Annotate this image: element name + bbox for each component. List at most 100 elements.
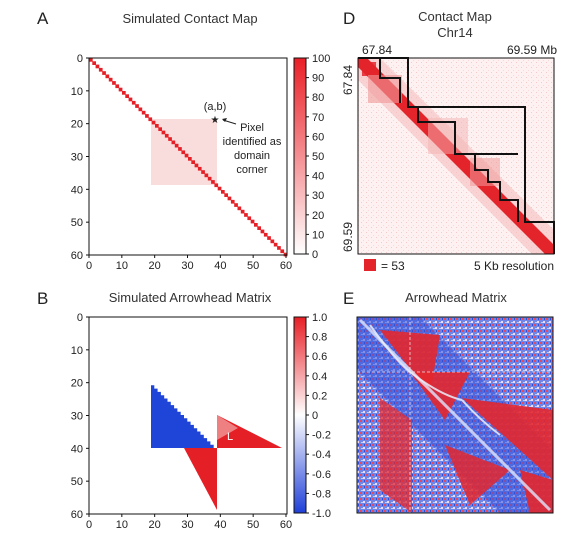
panel-a: A Simulated Contact Map 0 0 10 10 20 20 30 30 40… (37, 9, 330, 272)
diagonal-pixel (197, 166, 202, 171)
x-tick-label: 30 (181, 260, 193, 272)
diagonal-pixel (221, 190, 225, 194)
x-tick-label: 20 (149, 260, 161, 272)
diagonal-pixel (161, 130, 166, 135)
panel-letter: A (37, 9, 49, 28)
x-tick-label: 0 (86, 260, 92, 272)
domain-core (368, 75, 402, 103)
diagonal-pixel (148, 117, 153, 122)
diagonal-pixel (277, 246, 281, 250)
y-tick-label: 0 (77, 53, 83, 65)
start-coordinate-left: 67.84 (341, 65, 355, 95)
diagonal-pixel (118, 87, 123, 92)
diagonal-pixel (151, 120, 156, 125)
panel-subtitle: Chr14 (437, 25, 472, 40)
map-frame (357, 57, 555, 255)
domain-core (362, 62, 376, 76)
red-arrow (445, 445, 510, 505)
diagonal-pixel (257, 226, 261, 230)
y-tick-label: 30 (71, 411, 83, 423)
diagonal-pixel (273, 242, 278, 247)
diagonal-pixel (95, 64, 100, 69)
diagonal-pixel (178, 147, 182, 151)
y-tick-label: 20 (71, 378, 83, 390)
y-tick-label: 40 (71, 443, 83, 455)
diagonal-pixel (207, 176, 212, 181)
colorbar-tick-label: 50 (312, 151, 324, 163)
diagonal-pixel (188, 157, 192, 161)
diagonal-pixel (237, 206, 242, 211)
x-tick-label: 40 (214, 519, 226, 531)
diagonal-pixel (270, 239, 275, 244)
diagonal-pixel (145, 114, 149, 118)
diagonal-pixel (168, 137, 172, 141)
diagonal-pixel (234, 203, 238, 207)
diagonal-pixel (244, 213, 248, 217)
y-tick-label: 10 (71, 345, 83, 357)
diagonal-pixel (263, 232, 268, 237)
y-tick-label: 20 (71, 119, 83, 131)
panel-title: Simulated Contact Map (122, 11, 257, 26)
matrix-frame (356, 316, 554, 514)
colorbar-tick-label: 0.6 (312, 351, 327, 363)
panel-b: B Simulated Arrowhead Matrix U L 0 0 10 10 2… (37, 289, 331, 531)
red-arrow-right (217, 415, 282, 448)
colorbar-tick-label: -0.6 (312, 469, 331, 481)
colorbar-tick-label: -1.0 (312, 508, 331, 520)
diagonal-pixel (171, 140, 176, 145)
diagonal-pixel (98, 67, 103, 72)
diagonal-pixel (250, 219, 255, 224)
diagonal-pixel (201, 170, 205, 174)
y-tick-label: 60 (71, 250, 83, 262)
y-tick-label: 50 (71, 217, 83, 229)
x-tick-label: 10 (116, 519, 128, 531)
panel-e: E Arrowhead Matrix (343, 289, 554, 514)
diagonal-pixel (158, 127, 162, 131)
diagonal-pixel (128, 97, 133, 102)
panel-d: D Contact Map Chr14 67.84 69.59 Mb 67.84… (341, 9, 557, 273)
panel-title: Simulated Arrowhead Matrix (109, 290, 272, 305)
corner-point-label: (a,b) (204, 101, 227, 113)
domain-core (428, 118, 468, 154)
diagonal-pixel (254, 223, 258, 227)
panel-title: Contact Map (418, 9, 492, 24)
diagonal-pixel (191, 160, 195, 164)
x-tick-label: 60 (280, 519, 292, 531)
diagonal-pixel (194, 163, 199, 168)
white-wedge (151, 382, 217, 448)
diagonal-pixel (181, 150, 186, 155)
diagonal-pixel (155, 124, 159, 128)
colorbar-tick-label: 0 (312, 249, 318, 261)
diagonal-pixel (131, 100, 136, 105)
colorbar-tick-label: 20 (312, 210, 324, 222)
diagonal-pixel (227, 196, 232, 201)
x-tick-label: 50 (247, 260, 259, 272)
panel-letter: B (37, 289, 48, 308)
annotation-line-4: corner (236, 164, 268, 176)
colorbar-tick-label: 100 (312, 53, 330, 65)
legend-swatch (364, 259, 376, 271)
y-tick-label: 50 (71, 476, 83, 488)
y-tick-label: 0 (77, 312, 83, 324)
colorbar-tick-label: 80 (312, 92, 324, 104)
colorbar-tick-label: 0.2 (312, 390, 327, 402)
diagonal-pixel (184, 153, 189, 158)
annotation-line-2: identified as (223, 136, 282, 148)
red-arrow-fade (217, 415, 238, 440)
diagonal-pixel (102, 71, 106, 75)
diagonal-pixel (108, 77, 113, 82)
axis-ticks: 0 0 10 10 20 20 30 30 40 40 50 50 60 60 (71, 53, 292, 272)
diagonal-pixel (230, 199, 235, 204)
start-coordinate-top: 67.84 (362, 43, 392, 57)
diagonal-pixel (211, 180, 215, 184)
diagonal-pixel (247, 216, 252, 221)
diagonal-pixel (92, 61, 96, 65)
y-tick-label: 10 (71, 86, 83, 98)
colorbar-tick-label: -0.2 (312, 430, 331, 442)
domain-boundaries (358, 57, 555, 254)
x-tick-label: 10 (116, 260, 128, 272)
colorbar-tick-label: 0 (312, 410, 318, 422)
red-arrow (520, 470, 553, 513)
colorbar (293, 316, 307, 514)
colorbar (293, 57, 307, 255)
